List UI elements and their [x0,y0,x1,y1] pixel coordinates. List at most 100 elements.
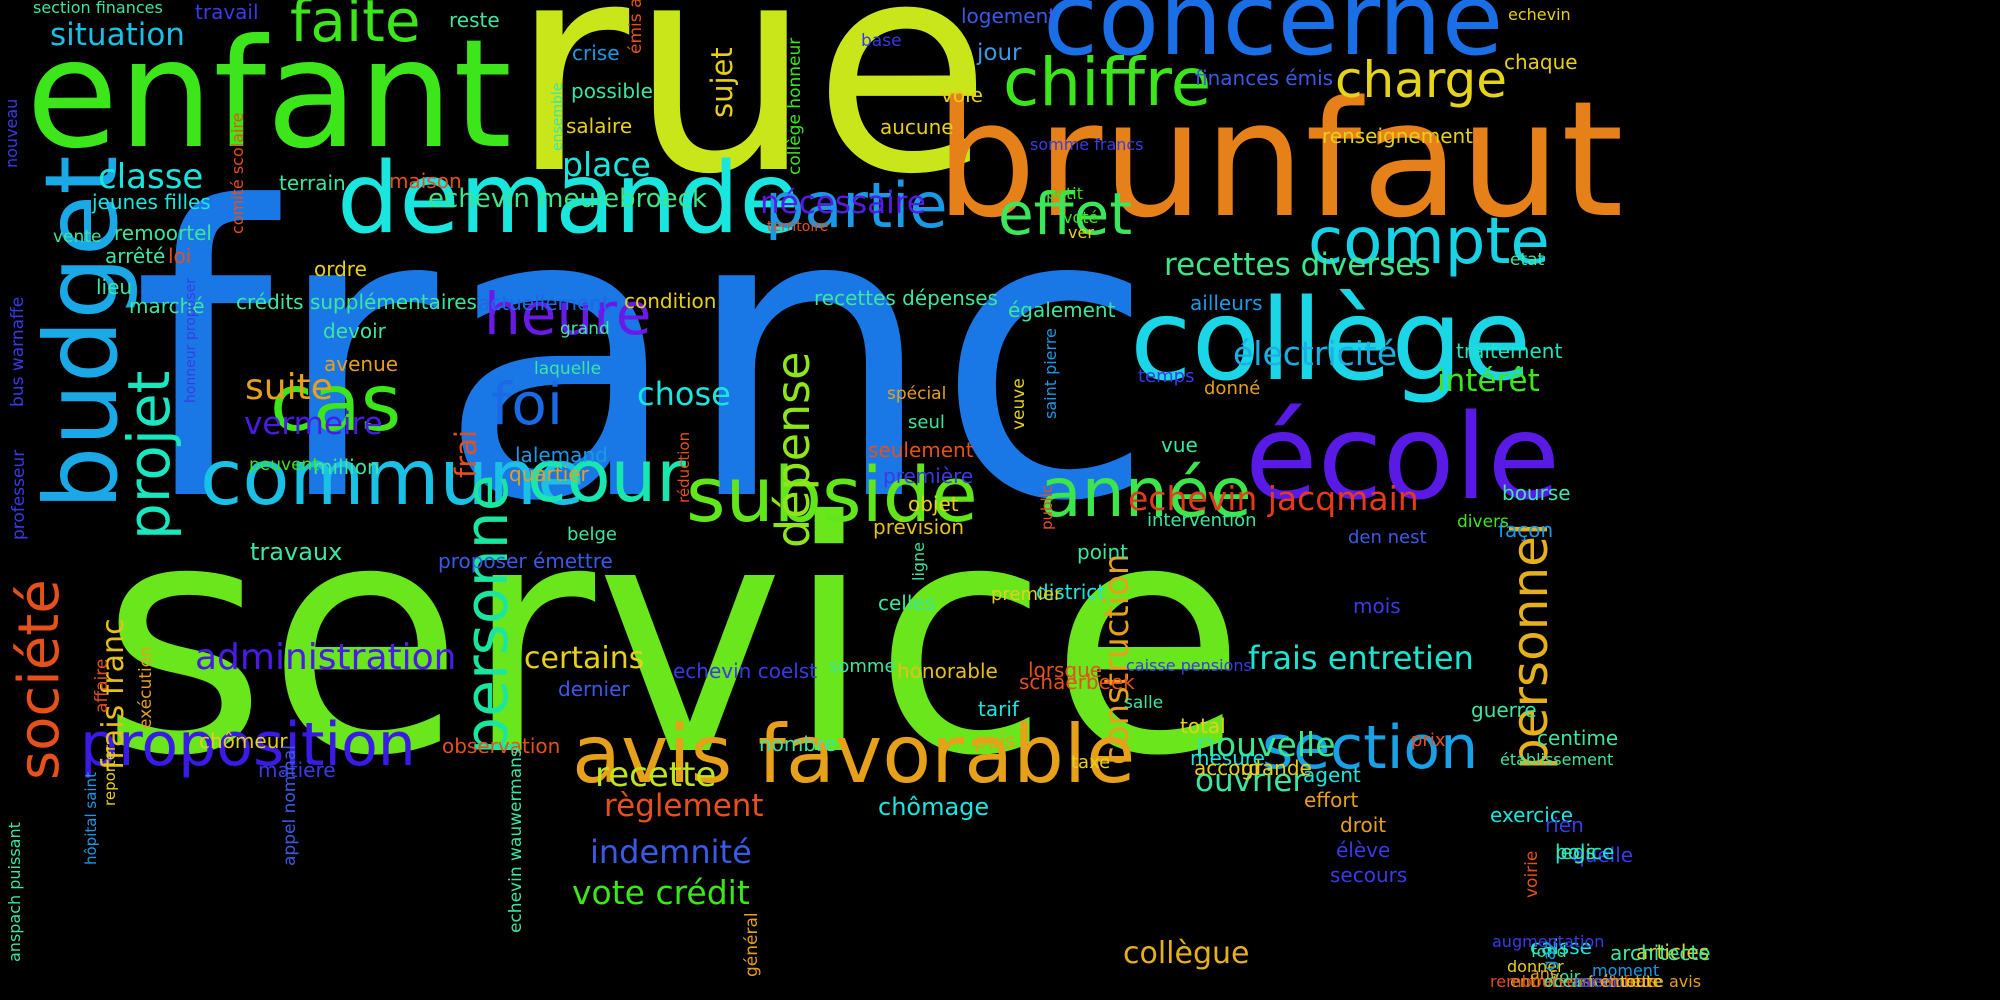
word: traitement [1456,339,1563,363]
word: terrain [279,171,346,195]
word: brunfaut [935,66,1624,253]
word: taxe [1071,752,1111,773]
word: frais entretien [1248,639,1474,677]
word: demande [337,142,800,256]
word: collège [1130,276,1532,406]
word: anspach puissant [5,822,24,962]
word: proposer émettre [438,549,613,573]
word: grande [1241,756,1312,780]
word: rue [510,0,992,238]
word: loi [168,244,192,268]
word: ligne [909,541,928,581]
word: société [7,579,72,780]
word: accord [1194,756,1262,780]
word: articles [1636,940,1710,964]
word: rien [1545,813,1584,837]
word: secours [1330,863,1408,887]
word: point [1077,540,1129,564]
word: somme [829,656,896,677]
word: émettre avis [1600,972,1702,991]
word: agent [1303,763,1361,787]
word: premier [991,584,1062,605]
word: service [100,454,1247,826]
word: territoire [767,219,829,235]
word: echevin [1508,5,1571,24]
word: voté [1063,208,1099,227]
word: seul [908,412,945,433]
word: compte [1308,205,1550,279]
word: section [1262,713,1479,783]
word: schaerbeek [1019,670,1135,694]
word: voirie [1522,850,1542,898]
word: certains [524,641,645,676]
word: professeur [9,449,29,540]
word: moment [1592,961,1660,980]
word: district [1036,580,1106,604]
word: première [883,464,974,488]
word: jeunes filles [92,190,211,214]
word: hôpital saint [82,772,100,865]
word: chômage [878,793,990,821]
word: sujet [705,47,739,118]
word: ailleurs [1190,291,1263,315]
word: jour [977,40,1022,66]
word: appel nominal [280,745,300,866]
word: somme francs [1030,135,1144,154]
word: prix [1411,730,1446,751]
word: droit [1340,813,1387,837]
word: partie [765,169,948,242]
word: électricité [1233,334,1398,373]
word: vote crédit [572,873,750,912]
word: suite [245,367,333,408]
word: honneur proposer [183,278,199,403]
word: affaire [92,658,112,713]
word: situation [50,17,185,53]
word: émis avis [626,0,646,54]
word: bourse [1502,481,1571,505]
word: guerre [1471,698,1537,722]
word: veuve [1009,378,1029,430]
word: ans [1530,964,1559,983]
word: finances émis [1195,66,1334,90]
word: aucune [880,115,954,139]
word: règlement [604,788,764,824]
word: fond [1531,942,1567,961]
word: donné [1204,378,1261,399]
word: travail [195,0,259,24]
word: lorsque [1028,658,1103,682]
word: ordre [314,257,367,281]
word: laquelle [534,359,602,379]
word: caisse [1530,935,1592,959]
word: travaux [250,538,343,566]
word: place [562,145,651,184]
word: devoir [323,319,386,343]
word: marché [129,294,205,318]
word: million [313,455,380,479]
word: divers [1457,512,1509,532]
word: foi [491,370,564,438]
word: subside [686,450,978,539]
word: exercice [1490,803,1574,827]
word: temps [1138,366,1195,387]
word: grand [560,319,610,339]
word: spécial [887,384,947,404]
word: mois [1353,594,1401,618]
word: base [861,31,902,51]
word: objet [908,492,959,516]
word: cour [527,434,686,518]
word: matière [258,758,336,782]
word: police [1555,840,1615,864]
word: ouvrier [1195,763,1306,799]
word: den nest [1348,527,1427,548]
word: caisse pensions [1126,656,1252,675]
word: nécessaire [760,185,926,221]
word: architecte [1610,941,1711,965]
word: augmentation [1492,932,1605,951]
word: remboursement frais [1490,972,1659,991]
word: reste [449,8,500,32]
word: occasion [1544,972,1614,991]
word: nouveau [2,98,21,168]
word: vue [1161,433,1198,457]
word: élève [1336,838,1391,862]
